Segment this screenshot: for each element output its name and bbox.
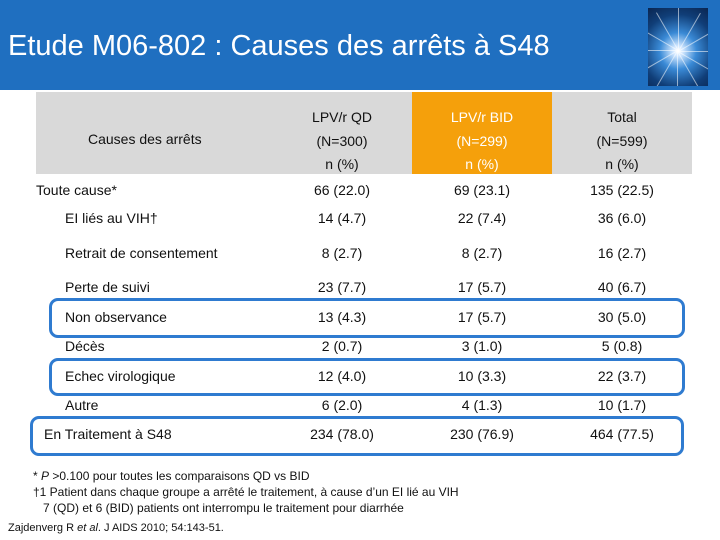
row-total: 464 (77.5) <box>590 426 654 442</box>
reference: Zajdenverg R et al. J AIDS 2010; 54:143-… <box>8 522 224 534</box>
header-causes-label: Causes des arrêts <box>88 131 202 147</box>
footnote-dagger: †1 Patient dans chaque groupe a arrêté l… <box>33 485 459 499</box>
row-qd: 6 (2.0) <box>321 397 363 413</box>
highlight-non-observance <box>49 298 685 338</box>
row-qd: 8 (2.7) <box>321 245 363 261</box>
header-total-n: (N=599) <box>596 133 648 149</box>
footnote-p: P <box>41 469 50 483</box>
row-total: 135 (22.5) <box>590 182 654 198</box>
reference-journal: . J AIDS 2010; 54:143-51. <box>97 522 224 534</box>
footnote-p-text: >0.100 pour toutes les comparaisons QD v… <box>49 469 310 483</box>
row-qd: 23 (7.7) <box>317 279 367 295</box>
slide-title: Etude M06-802 : Causes des arrêts à S48 <box>8 30 550 62</box>
row-qd: 14 (4.7) <box>317 210 367 226</box>
highlight-echec-virologique <box>49 358 685 396</box>
table-row: Perte de suivi 23 (7.7) 17 (5.7) 40 (6.7… <box>0 276 720 300</box>
footnote-p-value: * P >0.100 pour toutes les comparaisons … <box>33 468 459 484</box>
header-bid-name: LPV/r BID <box>450 109 514 125</box>
header-total: Total (N=599) n (%) <box>552 92 692 174</box>
row-qd: 2 (0.7) <box>321 338 363 354</box>
table-row: Décès 2 (0.7) 3 (1.0) 5 (0.8) <box>0 335 720 359</box>
row-total: 36 (6.0) <box>597 210 647 226</box>
row-bid: 10 (3.3) <box>457 368 507 384</box>
footnote-diarrhea: 7 (QD) et 6 (BID) patients ont interromp… <box>43 501 404 515</box>
highlight-en-traitement <box>30 416 684 456</box>
header-total-unit: n (%) <box>605 156 639 172</box>
row-total: 10 (1.7) <box>597 397 647 413</box>
row-total: 16 (2.7) <box>597 245 647 261</box>
table-row: Autre 6 (2.0) 4 (1.3) 10 (1.7) <box>0 394 720 418</box>
row-label: Non observance <box>65 309 167 325</box>
row-qd: 234 (78.0) <box>310 426 374 442</box>
table-row: Echec virologique 12 (4.0) 10 (3.3) 22 (… <box>0 365 720 389</box>
title-bar: Etude M06-802 : Causes des arrêts à S48 <box>0 0 720 90</box>
table-row: Non observance 13 (4.3) 17 (5.7) 30 (5.0… <box>0 306 720 330</box>
header-qd-unit: n (%) <box>325 156 359 172</box>
row-bid: 3 (1.0) <box>461 338 503 354</box>
table-row: Retrait de consentement 8 (2.7) 8 (2.7) … <box>0 242 720 266</box>
row-label: EI liés au VIH† <box>65 210 158 226</box>
row-label: En Traitement à S48 <box>44 426 172 442</box>
row-label: Décès <box>65 338 105 354</box>
header-qd-name: LPV/r QD <box>312 109 372 125</box>
row-label: Retrait de consentement <box>65 245 218 261</box>
header-qd-n: (N=300) <box>316 133 368 149</box>
header-bid-n: (N=299) <box>456 133 508 149</box>
row-total: 30 (5.0) <box>597 309 647 325</box>
reference-etal: et al <box>77 522 98 534</box>
row-qd: 13 (4.3) <box>317 309 367 325</box>
header-causes: Causes des arrêts <box>36 92 272 174</box>
row-label: Perte de suivi <box>65 279 150 295</box>
footnotes: * P >0.100 pour toutes les comparaisons … <box>33 468 459 516</box>
header-total-name: Total <box>607 109 637 125</box>
row-total: 40 (6.7) <box>597 279 647 295</box>
table-row: En Traitement à S48 234 (78.0) 230 (76.9… <box>0 423 720 447</box>
row-qd: 66 (22.0) <box>313 182 371 198</box>
row-total: 22 (3.7) <box>597 368 647 384</box>
row-label: Echec virologique <box>65 368 176 384</box>
table-row: Toute cause* 66 (22.0) 69 (23.1) 135 (22… <box>0 179 720 203</box>
row-bid: 230 (76.9) <box>450 426 514 442</box>
header-bid-unit: n (%) <box>465 156 499 172</box>
reference-authors: Zajdenverg R <box>8 522 78 534</box>
header-lpvr-qd: LPV/r QD (N=300) n (%) <box>272 92 412 174</box>
row-label: Toute cause* <box>36 182 117 198</box>
row-total: 5 (0.8) <box>601 338 643 354</box>
row-bid: 17 (5.7) <box>457 279 507 295</box>
row-bid: 8 (2.7) <box>461 245 503 261</box>
row-bid: 17 (5.7) <box>457 309 507 325</box>
row-bid: 4 (1.3) <box>461 397 503 413</box>
starburst-logo-icon <box>648 8 708 86</box>
row-qd: 12 (4.0) <box>317 368 367 384</box>
row-bid: 69 (23.1) <box>453 182 511 198</box>
table-row: EI liés au VIH† 14 (4.7) 22 (7.4) 36 (6.… <box>0 207 720 231</box>
row-bid: 22 (7.4) <box>457 210 507 226</box>
header-lpvr-bid: LPV/r BID (N=299) n (%) <box>412 92 552 174</box>
footnote-asterisk: * <box>33 469 42 483</box>
row-label: Autre <box>65 397 99 413</box>
